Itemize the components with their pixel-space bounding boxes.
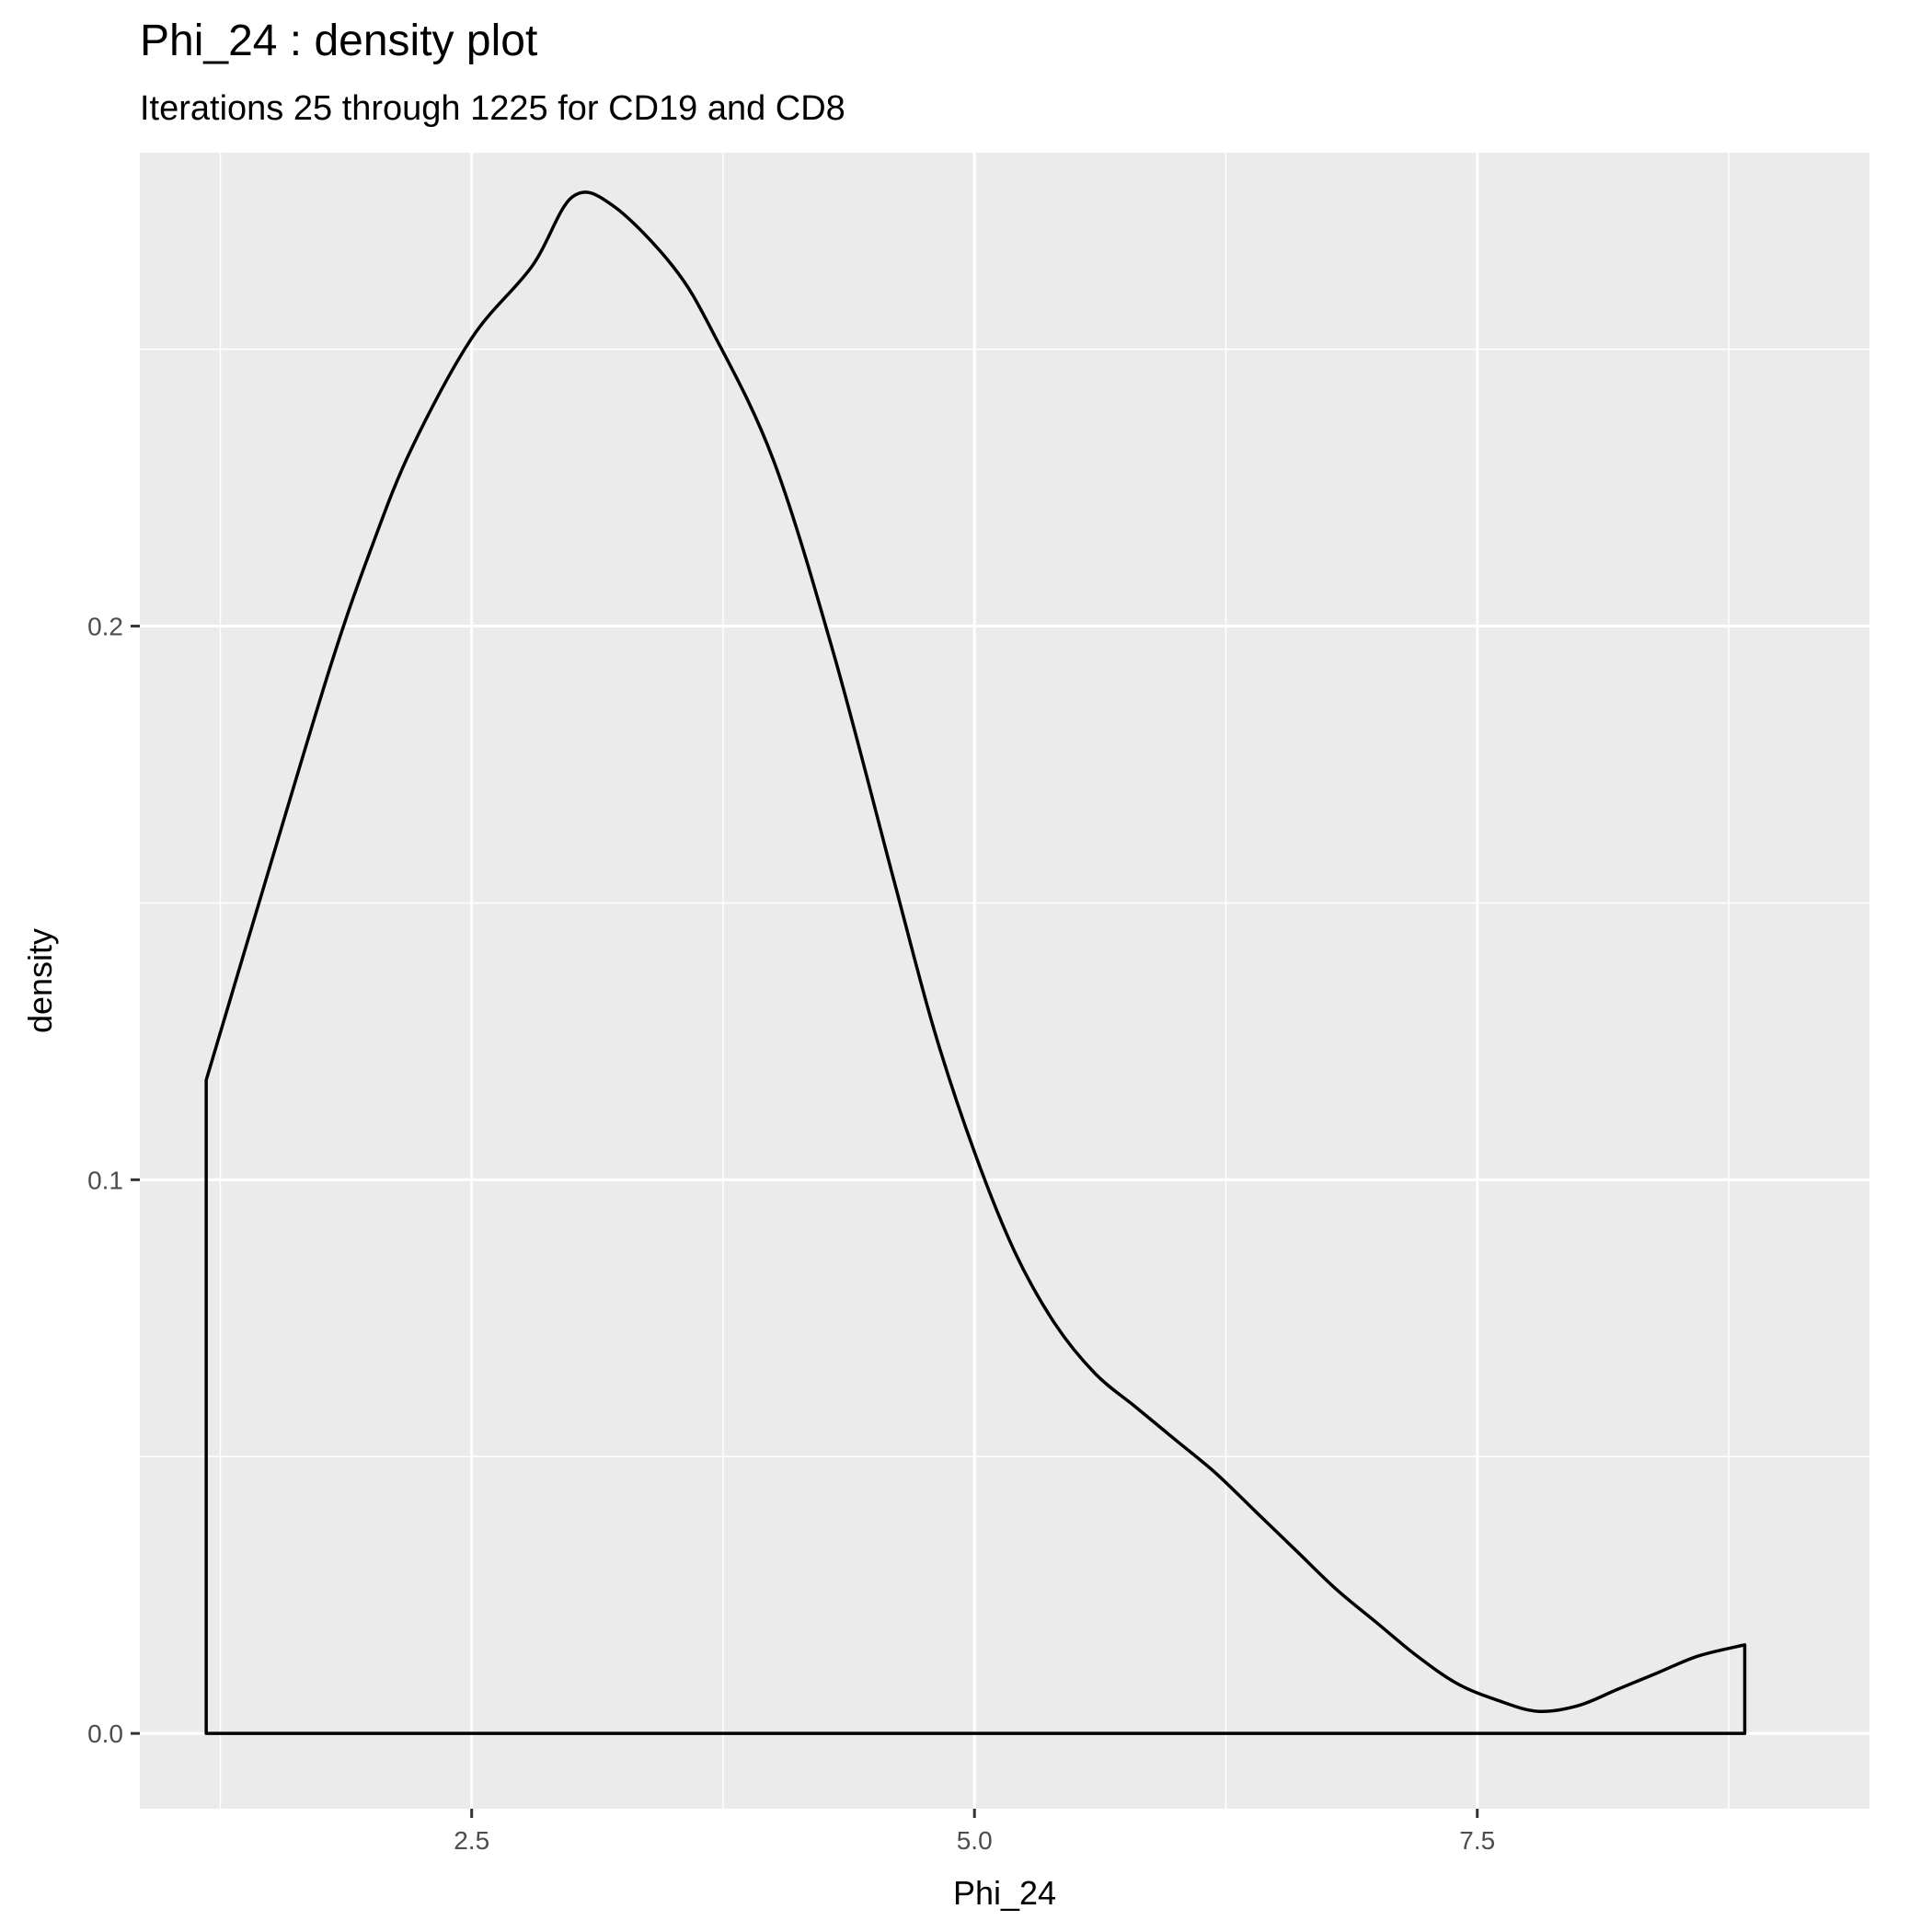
x-tick-label: 2.5 [454,1826,489,1855]
y-tick-label: 0.1 [87,1166,123,1194]
y-tick-label: 0.0 [87,1719,123,1748]
y-tick-label: 0.2 [87,613,123,641]
chart-subtitle: Iterations 25 through 1225 for CD19 and … [140,89,845,128]
x-tick-label: 7.5 [1459,1826,1495,1855]
chart-title: Phi_24 : density plot [140,17,537,65]
plot-panel [140,153,1869,1809]
density-curve [204,190,1747,1735]
x-axis-ticks: 2.5 5.0 7.5 [454,1809,1495,1855]
x-axis-title: Phi_24 [953,1874,1056,1912]
y-axis-title: density [21,928,59,1033]
x-tick-label: 5.0 [957,1826,993,1855]
y-axis-ticks: 0.0 0.1 0.2 [87,613,140,1748]
minor-gridlines [140,153,1869,1809]
